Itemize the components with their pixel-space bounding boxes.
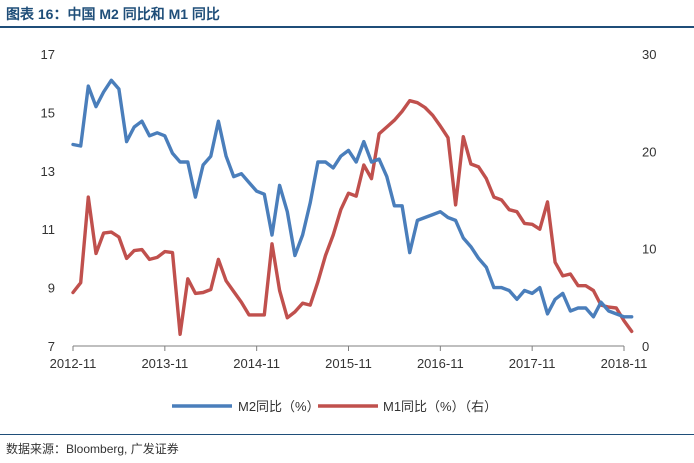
left-axis-tick-label: 15 (41, 105, 55, 120)
x-tick-label: 2018-11 (601, 356, 648, 371)
m1-series-line (71, 98, 634, 336)
x-tick-label: 2014-11 (233, 356, 280, 371)
right-axis-ticks: 0 10 20 30 (642, 47, 656, 354)
left-axis-tick-label: 17 (41, 47, 55, 62)
chart-title: 图表 16：中国 M2 同比和 M1 同比 (6, 6, 220, 22)
right-axis-tick-label: 10 (642, 242, 656, 257)
x-tick-label: 2013-11 (141, 356, 188, 371)
left-axis-tick-label: 13 (41, 164, 55, 179)
x-tick-label: 2017-11 (509, 356, 556, 371)
left-axis-ticks: 7 9 11 13 15 17 (41, 47, 55, 354)
chart: 2012-11 2013-11 2014-11 2015-11 2016-11 2017-… (41, 47, 657, 414)
left-axis-tick-label: 9 (48, 281, 55, 296)
source-note: 数据来源：Bloomberg, 广发证券 (6, 442, 179, 456)
x-tick-group: 2012-11 2013-11 2014-11 2015-11 2016-11 2017-… (50, 346, 648, 371)
left-axis-tick-label: 11 (42, 222, 56, 237)
legend-m2-label: M2同比（%） (238, 399, 320, 414)
title-rule (0, 26, 694, 28)
legend-m1-label: M1同比（%）（右） (383, 399, 497, 414)
x-tick-label: 2012-11 (50, 356, 97, 371)
source-rule (0, 434, 694, 435)
right-axis-tick-label: 30 (642, 47, 656, 62)
right-axis-tick-label: 20 (642, 144, 656, 159)
right-axis-tick-label: 0 (642, 339, 649, 354)
legend: M2同比（%） M1同比（%）（右） (172, 399, 497, 414)
x-tick-label: 2015-11 (325, 356, 372, 371)
left-axis-tick-label: 7 (48, 339, 55, 354)
x-tick-label: 2016-11 (417, 356, 464, 371)
series-lines (71, 78, 634, 336)
m2-series-line (71, 78, 634, 319)
